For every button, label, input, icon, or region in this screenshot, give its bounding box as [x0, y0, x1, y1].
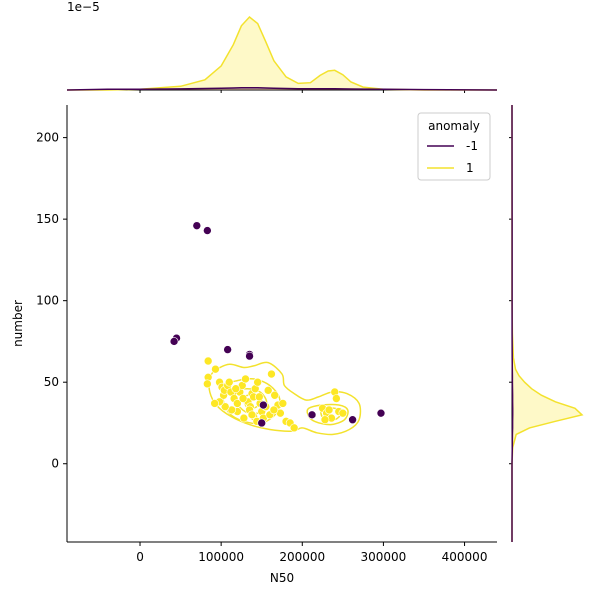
point-normal	[241, 374, 250, 384]
point-anomaly	[192, 221, 202, 230]
point-anomaly	[307, 410, 317, 420]
point-anomaly	[257, 418, 267, 428]
x-tick-label: 0	[136, 550, 144, 564]
legend-title: anomaly	[428, 119, 480, 133]
point-normal	[263, 386, 273, 395]
point-anomaly	[223, 345, 232, 354]
top-density-fill-normal	[67, 17, 497, 90]
point-normal	[203, 356, 213, 366]
point-normal	[210, 399, 219, 408]
x-axis-label: N50	[270, 571, 294, 585]
y-tick-label: 100	[36, 294, 59, 308]
point-normal	[278, 399, 288, 408]
main-scatter-plot: 0 100000 200000 300000 400000 0 50 100 150 200 N50…	[11, 105, 497, 585]
point-normal	[324, 405, 334, 415]
point-normal	[254, 392, 264, 402]
point-normal	[269, 405, 279, 415]
point-normal	[239, 413, 249, 423]
point-normal	[247, 410, 257, 420]
point-normal	[211, 364, 220, 374]
top-marginal-density	[66, 15, 498, 93]
point-normal	[253, 377, 262, 387]
top-density-line-anomaly	[66, 87, 498, 91]
point-anomaly	[169, 337, 179, 346]
point-normal	[338, 408, 348, 418]
y-tick-label: 150	[36, 212, 59, 226]
point-normal	[270, 390, 279, 400]
right-marginal-density	[509, 104, 584, 542]
y-tick-label: 200	[36, 131, 59, 145]
right-density-line-anomaly	[511, 104, 514, 542]
x-tick-label: 100000	[198, 550, 244, 564]
legend-entry-label: 1	[466, 161, 474, 175]
point-anomaly	[376, 408, 386, 418]
point-normal	[203, 379, 212, 389]
y-axis-label: number	[11, 300, 25, 347]
top-density-line-normal	[67, 15, 497, 91]
point-normal	[231, 384, 241, 394]
point-normal	[224, 377, 234, 387]
point-anomaly	[203, 226, 212, 235]
x-tick-label: 400000	[442, 550, 488, 564]
y-tick-label: 0	[51, 457, 59, 471]
legend: anomaly -1 1	[417, 112, 491, 181]
point-normal	[332, 394, 341, 403]
point-normal	[238, 394, 248, 403]
point-anomaly	[259, 400, 268, 410]
x-tick-label: 300000	[361, 550, 407, 564]
point-normal	[267, 369, 276, 379]
point-anomaly	[348, 415, 357, 425]
point-normal	[320, 415, 330, 425]
point-normal	[220, 402, 230, 411]
legend-entry-label: -1	[466, 139, 478, 153]
point-anomaly	[245, 351, 254, 361]
x-tick-label: 200000	[279, 550, 325, 564]
point-normal	[289, 423, 299, 433]
top-marginal-scale-label: 1e−5	[67, 0, 100, 14]
y-tick-label: 50	[44, 375, 59, 389]
density-contour	[208, 361, 362, 436]
